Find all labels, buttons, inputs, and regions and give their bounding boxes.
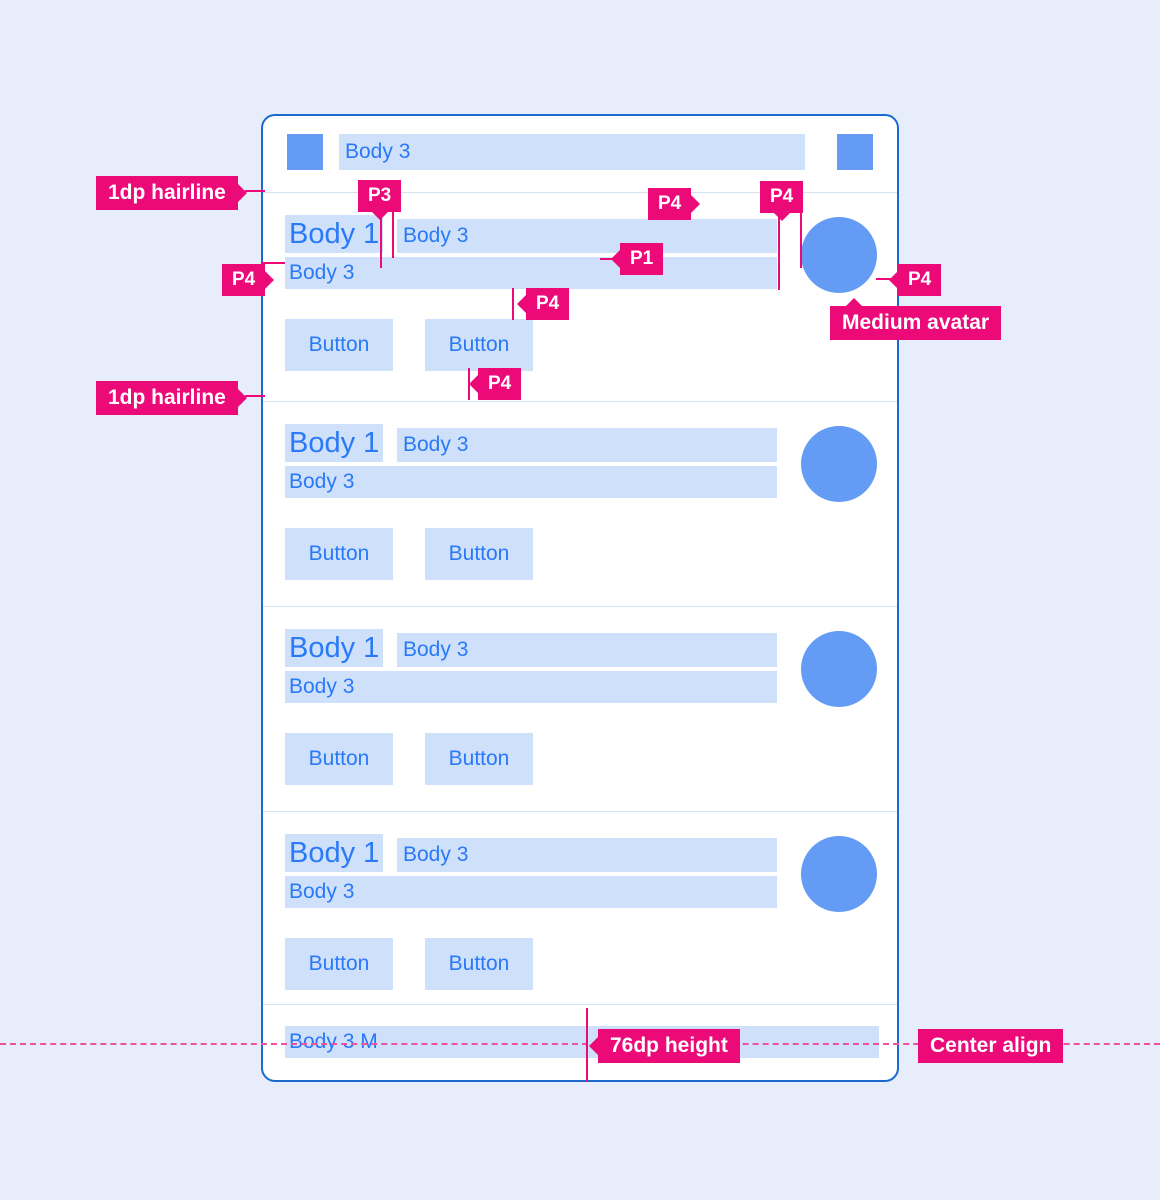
measure-rule-p3 [380,212,382,268]
measure-rule-p1 [600,258,614,260]
menu-icon[interactable] [287,134,323,170]
measure-rule-p4-avatar-right [876,278,900,280]
list-item-meta: Body 3 [285,466,777,498]
annotation-p4-button-top: P4 [526,288,570,320]
measure-rule-hairline-bottom [245,395,265,397]
annotation-p4-button-bottom: P4 [478,368,522,400]
list-item-button-secondary[interactable]: Button [425,319,533,371]
action-icon[interactable] [837,134,873,170]
measure-rule-p4-left [261,262,285,264]
list-item-subtitle: Body 3 [397,838,777,872]
list-item-button-primary[interactable]: Button [285,733,393,785]
list-item-button-secondary[interactable]: Button [425,938,533,990]
list-item-title: Body 1 [285,629,384,667]
list-item[interactable]: Body 1 Body 3 Body 3 Button Button [263,402,897,606]
measure-rule-hairline-top [245,190,265,192]
annotation-center-align: Center align [918,1029,1064,1063]
annotation-p4-left: P4 [222,264,266,296]
list-item-title: Body 1 [285,424,384,462]
list-item-meta: Body 3 [285,671,777,703]
annotation-p3: P3 [358,180,402,212]
avatar[interactable] [801,631,877,707]
list-item[interactable]: Body 1 Body 3 Body 3 Button Button [263,607,897,811]
list-item-subtitle: Body 3 [397,633,777,667]
measure-rule-p4-right-b [800,190,802,268]
list-item-title: Body 1 [285,834,384,872]
avatar[interactable] [801,426,877,502]
hairline-divider-2 [263,606,897,607]
measure-rule-p3-b [392,212,394,258]
annotation-hairline-bottom: 1dp hairline [96,381,238,415]
hairline-divider-3 [263,811,897,812]
annotation-p4-top-b: P4 [760,181,804,213]
avatar[interactable] [801,836,877,912]
measure-rule-bottom-height [586,1008,588,1082]
measure-rule-p4-button-top [512,288,514,320]
list-item-meta: Body 3 [285,257,777,289]
device-frame: Body 3 Body 1 Body 3 Body 3 Button Butto… [261,114,899,1082]
hairline-divider-4 [263,1004,897,1005]
list-item-button-secondary[interactable]: Button [425,528,533,580]
hairline-app-bar [263,192,897,193]
list-item[interactable]: Body 1 Body 3 Body 3 Button Button [263,193,897,397]
measure-rule-p4-right-a [778,190,780,290]
app-bar: Body 3 [263,116,897,192]
center-align-guide [0,1043,1160,1045]
list-item[interactable]: Body 1 Body 3 Body 3 Button Button [263,812,897,1016]
avatar[interactable] [801,217,877,293]
list-item-meta: Body 3 [285,876,777,908]
app-bar-title: Body 3 [339,134,805,170]
annotation-hairline-top: 1dp hairline [96,176,238,210]
list-item-button-primary[interactable]: Button [285,528,393,580]
bottom-bar-label: Body 3 M [285,1026,879,1058]
bottom-bar: Body 3 M [263,1004,897,1080]
annotation-p4-avatar-right: P4 [898,264,942,296]
annotation-p1: P1 [620,243,664,275]
list-item-button-primary[interactable]: Button [285,938,393,990]
annotation-bottom-height: 76dp height [598,1029,740,1063]
hairline-divider-1 [263,401,897,402]
list-item-subtitle: Body 3 [397,219,777,253]
list-item-subtitle: Body 3 [397,428,777,462]
annotation-p4-top-a: P4 [648,188,692,220]
list-item-button-secondary[interactable]: Button [425,733,533,785]
list-item-title: Body 1 [285,215,384,253]
list-item-button-primary[interactable]: Button [285,319,393,371]
annotation-medium-avatar: Medium avatar [830,298,1002,340]
